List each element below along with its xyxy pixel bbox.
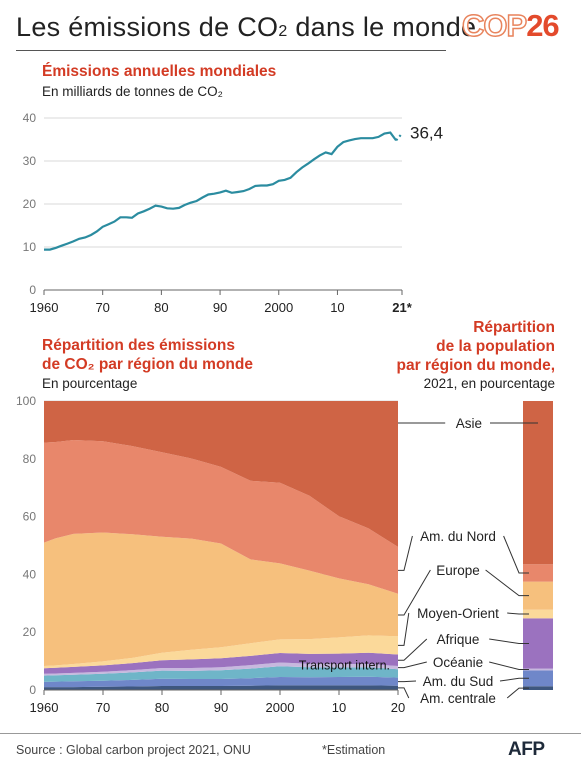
leader-line — [489, 661, 529, 670]
line-x-tick-label: 80 — [154, 300, 168, 315]
region-label: Afrique — [437, 632, 480, 647]
area-layer-am-du-nord — [44, 440, 398, 594]
region-label: Océanie — [433, 655, 483, 670]
line-chart-y-ticks: 0 10 20 30 40 — [23, 111, 37, 297]
population-segment — [523, 564, 553, 582]
area-y-tick-label: 0 — [29, 683, 36, 697]
population-title-line-1: Répartition — [473, 319, 555, 336]
page-title: Les émissions de CO2 dans le monde — [16, 12, 476, 43]
region-label: Am. du Sud — [423, 674, 494, 689]
population-segment — [523, 609, 553, 619]
line-y-tick-label: 0 — [29, 283, 36, 297]
population-segment — [523, 401, 553, 565]
population-segment — [523, 686, 553, 690]
area-layer-océanie — [44, 662, 398, 676]
area-chart-layers — [44, 401, 398, 690]
footer-divider — [0, 733, 581, 734]
line-x-tick-label: 70 — [95, 300, 109, 315]
region-label: Asie — [456, 416, 482, 431]
line-y-tick-label: 40 — [23, 111, 37, 125]
leader-line — [506, 687, 529, 699]
area-layer-am-centrale — [44, 685, 398, 690]
region-label: Europe — [436, 563, 480, 578]
population-title-line-3: par région du monde, — [396, 357, 555, 374]
area-y-tick-label: 80 — [23, 452, 37, 466]
line-x-tick-label: 1960 — [30, 300, 59, 315]
area-chart-title-line-1: Répartition des émissions — [42, 337, 235, 354]
area-chart: 0 20 40 60 80 100 1960 70 80 90 2000 10 20 Asie Am. … — [16, 394, 553, 715]
population-segment — [523, 668, 553, 671]
leader-line — [489, 638, 529, 644]
area-x-tick-label: 70 — [96, 700, 110, 715]
line-chart-x-ticks: 1960 70 80 90 2000 10 21* — [30, 290, 413, 315]
area-layer-europe — [44, 532, 398, 666]
cop26-logo: COP26 — [461, 7, 559, 44]
title-part-2: dans le monde — [287, 12, 477, 42]
cop-logo-number: 26 — [526, 8, 559, 43]
leader-line — [398, 680, 417, 683]
area-y-tick-label: 20 — [23, 625, 37, 639]
population-bar — [523, 401, 553, 690]
afp-logo: AFP — [508, 739, 545, 760]
area-x-tick-label: 20 — [391, 700, 405, 715]
leader-line — [398, 612, 410, 646]
estimate-segment — [395, 132, 403, 142]
leader-line — [485, 569, 529, 597]
leader-line — [503, 535, 529, 574]
leader-line — [398, 687, 410, 699]
region-label: Am. du Nord — [420, 529, 496, 544]
population-segment — [523, 670, 553, 687]
line-x-tick-label: 21* — [392, 300, 412, 315]
leader-line — [398, 661, 427, 669]
area-chart-title-line-2: de CO₂ par région du monde — [42, 356, 253, 373]
cop-logo-text: COP — [461, 7, 528, 44]
population-subtitle: 2021, en pourcentage — [423, 376, 555, 391]
area-x-tick-label: 80 — [155, 700, 169, 715]
area-layer-moyen-orient — [44, 635, 398, 669]
area-layer-asie — [44, 401, 398, 547]
line-chart-subtitle: En milliards de tonnes de CO₂ — [42, 84, 223, 99]
area-y-tick-label: 60 — [23, 510, 37, 524]
leader-line — [499, 677, 529, 682]
transport-label: Transport intern. — [299, 658, 390, 672]
leader-line — [507, 612, 529, 615]
emissions-line — [44, 131, 397, 251]
line-x-tick-label: 2000 — [264, 300, 293, 315]
region-label: Am. centrale — [420, 691, 496, 706]
line-y-tick-label: 20 — [23, 197, 37, 211]
line-chart-grid — [44, 117, 402, 291]
line-y-tick-label: 10 — [23, 240, 37, 254]
line-x-tick-label: 10 — [330, 300, 344, 315]
area-x-tick-label: 10 — [332, 700, 346, 715]
area-layer-afrique — [44, 652, 398, 674]
title-part-1: Les émissions de CO — [16, 12, 279, 42]
population-title-line-2: de la population — [436, 338, 555, 355]
area-layer-transport-intern- — [44, 666, 398, 682]
estimate-note: *Estimation — [322, 743, 386, 757]
leader-line — [398, 569, 431, 616]
region-labels: Asie Am. du Nord Europe Moyen-Orient Afrique… — [299, 416, 538, 706]
line-chart: 0 10 20 30 40 1960 70 80 90 2000 10 21* 36,4 — [23, 111, 443, 315]
leader-line — [398, 535, 413, 571]
line-chart-title: Émissions annuelles mondiales — [42, 63, 277, 80]
title-divider — [16, 50, 446, 51]
source-text: Source : Global carbon project 2021, ONU — [16, 743, 251, 757]
region-label: Moyen-Orient — [417, 606, 499, 621]
area-chart-subtitle: En pourcentage — [42, 376, 138, 391]
area-x-tick-label: 1960 — [30, 700, 59, 715]
line-y-tick-label: 30 — [23, 154, 37, 168]
title-subscript: 2 — [278, 23, 288, 40]
area-layer-am-du-sud — [44, 676, 398, 688]
estimate-label: 36,4 — [410, 123, 443, 142]
line-x-tick-label: 90 — [213, 300, 227, 315]
area-y-tick-label: 100 — [16, 394, 36, 408]
area-x-tick-label: 2000 — [266, 700, 295, 715]
area-y-tick-label: 40 — [23, 567, 37, 581]
area-x-tick-label: 90 — [214, 700, 228, 715]
leader-line — [398, 638, 428, 661]
area-chart-y-ticks: 0 20 40 60 80 100 — [16, 394, 36, 697]
area-chart-x-ticks: 1960 70 80 90 2000 10 20 — [30, 689, 405, 715]
